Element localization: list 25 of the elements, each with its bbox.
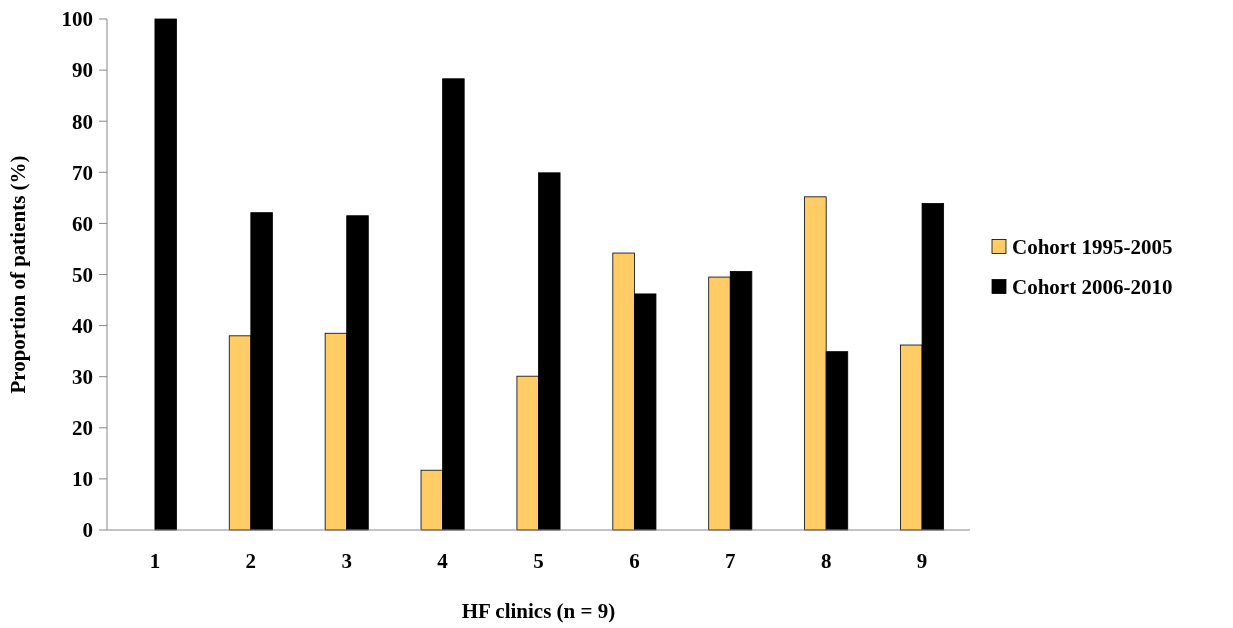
- x-tick-label: 6: [629, 549, 640, 573]
- y-tick-label: 40: [72, 313, 93, 338]
- x-tick-label: 7: [725, 549, 736, 573]
- legend-label: Cohort 1995-2005: [1012, 234, 1173, 259]
- x-tick-label: 2: [245, 549, 257, 573]
- x-tick-label: 3: [341, 549, 352, 573]
- y-tick-label: 70: [72, 160, 93, 185]
- y-tick-label: 0: [82, 518, 93, 543]
- bar: [154, 18, 177, 531]
- legend-label: Cohort 2006-2010: [1012, 274, 1173, 299]
- y-tick-label: 80: [72, 109, 93, 134]
- y-axis-title: Proportion of patients (%): [6, 155, 30, 394]
- y-tick-label: 100: [61, 7, 93, 32]
- y-tick-label: 30: [72, 365, 93, 390]
- x-axis-title: HF clinics (n = 9): [461, 599, 616, 623]
- x-tick-label: 5: [533, 549, 544, 573]
- y-tick-label: 90: [72, 58, 93, 83]
- x-tick-label: 8: [820, 549, 832, 573]
- x-tick-label: 9: [916, 549, 928, 573]
- y-tick-label: 20: [72, 416, 93, 441]
- y-tick-label: 10: [72, 467, 93, 492]
- y-tick-label: 50: [72, 262, 93, 287]
- x-tick-label: 1: [149, 549, 161, 573]
- x-tick-label: 4: [437, 549, 449, 573]
- y-tick-label: 60: [72, 211, 93, 236]
